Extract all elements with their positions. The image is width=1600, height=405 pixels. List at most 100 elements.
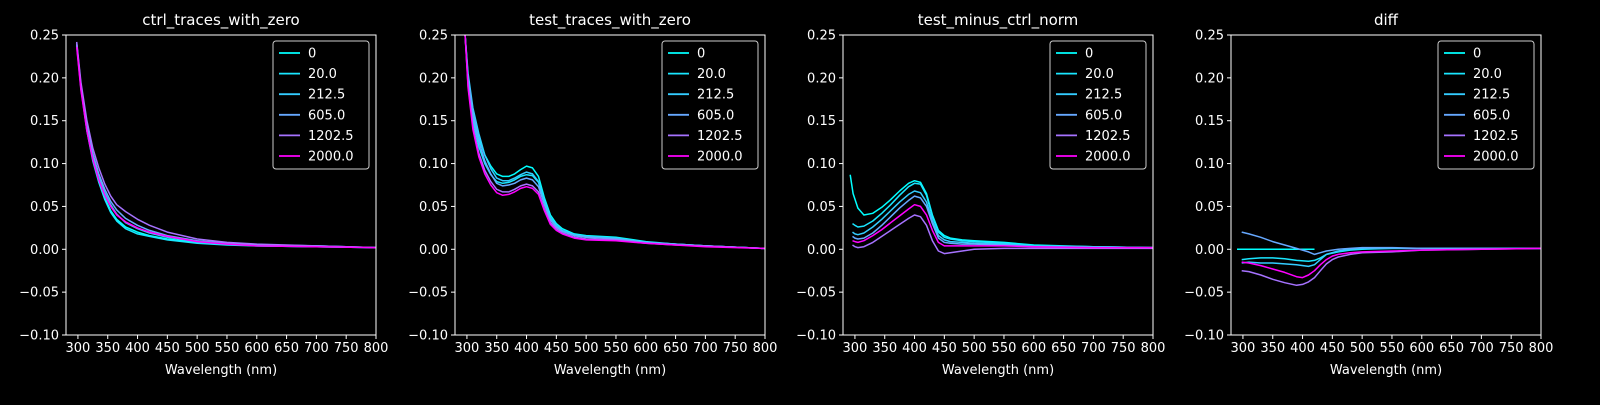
x-tick-label: 650 [1439,341,1464,356]
legend-label: 0 [1473,47,1481,62]
x-tick-label: 450 [1320,341,1345,356]
y-tick-label: 0.20 [807,71,836,86]
x-tick-label: 600 [633,341,658,356]
legend-label: 605.0 [1473,108,1510,123]
axes-frame [65,34,377,336]
x-tick-label: 800 [753,341,778,356]
x-tick-label: 650 [663,341,688,356]
x-tick-label: 800 [1141,341,1166,356]
y-tick-label: 0.20 [419,71,448,86]
x-tick-label: 700 [304,341,329,356]
series-line-2 [852,190,1153,249]
legend-label: 1202.5 [697,129,743,144]
series-line-5 [75,46,376,249]
chart-title: test_minus_ctrl_norm [918,11,1079,30]
y-tick-label: 0.25 [807,29,836,44]
series-line-5 [464,35,765,250]
x-tick-label: 550 [215,341,240,356]
x-tick-label: 600 [1021,341,1046,356]
x-tick-label: 750 [1111,341,1136,356]
axes-frame [454,34,766,336]
chart-title: diff [1374,11,1399,29]
legend-label: 605.0 [1085,108,1122,123]
series-line-3 [852,195,1153,249]
x-tick-label: 500 [185,341,210,356]
series-line-0 [849,174,1153,249]
y-tick-label: 0.15 [30,114,59,129]
x-tick-label: 800 [1529,341,1554,356]
series-line-2 [464,35,765,250]
x-axis-label: Wavelength (nm) [1330,363,1442,378]
x-axis-label: Wavelength (nm) [165,363,277,378]
y-tick-label: −0.05 [1184,286,1224,301]
y-tick-label: 0.00 [1195,243,1224,258]
x-tick-label: 400 [1290,341,1315,356]
series-line-4 [1241,247,1541,287]
y-tick-label: −0.10 [19,329,59,344]
series-line-3 [1241,231,1541,256]
y-tick-label: 0.05 [30,200,59,215]
series-line-4 [464,35,765,250]
x-tick-label: 500 [574,341,599,356]
legend-label: 212.5 [1085,88,1122,103]
legend-label: 1202.5 [308,129,354,144]
chart-title: ctrl_traces_with_zero [142,11,299,30]
legend: 0 20.0 212.5 605.0 1202.5 2000.0 [1437,40,1535,170]
y-tick-label: 0.10 [419,157,448,172]
y-tick-label: 0.10 [1195,157,1224,172]
series-line-5 [852,203,1153,249]
series-line-4 [75,41,376,249]
x-tick-label: 800 [364,341,389,356]
x-tick-label: 300 [455,341,480,356]
legend: 0 20.0 212.5 605.0 1202.5 2000.0 [272,40,370,170]
x-tick-label: 400 [125,341,150,356]
y-tick-label: 0.05 [1195,200,1224,215]
legend-label: 0 [697,47,705,62]
x-tick-label: 600 [244,341,269,356]
series-line-3 [75,43,376,249]
legend-label: 2000.0 [308,150,354,165]
y-tick-label: −0.05 [796,286,836,301]
series-line-1 [852,182,1153,249]
axes-frame [1230,34,1542,336]
x-tick-label: 650 [1051,341,1076,356]
y-tick-label: −0.10 [408,329,448,344]
y-tick-label: 0.20 [30,71,59,86]
y-tick-label: 0.05 [807,200,836,215]
y-tick-label: 0.15 [807,114,836,129]
panel-2: 300 350 400 450 500 550 600 650 700 750 800 −0.10 −0… [408,11,777,378]
y-tick-label: 0.25 [30,29,59,44]
x-tick-label: 700 [1469,341,1494,356]
x-tick-label: 400 [514,341,539,356]
y-tick-label: 0.25 [419,29,448,44]
y-tick-label: −0.05 [408,286,448,301]
y-tick-label: 0.25 [1195,29,1224,44]
panel-3: 300 350 400 450 500 550 600 650 700 750 800 −0.10 −0… [796,11,1165,378]
series-line-5 [1241,247,1541,279]
legend-label: 2000.0 [697,150,743,165]
y-tick-label: 0.10 [807,157,836,172]
y-tick-label: 0.05 [419,200,448,215]
x-tick-label: 400 [902,341,927,356]
legend-label: 20.0 [697,67,726,82]
x-tick-label: 500 [1350,341,1375,356]
axes-frame [842,34,1154,336]
x-tick-label: 500 [962,341,987,356]
legend-label: 1202.5 [1473,129,1519,144]
x-tick-label: 450 [932,341,957,356]
legend-label: 20.0 [1085,67,1114,82]
x-tick-label: 300 [843,341,868,356]
legend-label: 212.5 [697,88,734,103]
legend: 0 20.0 212.5 605.0 1202.5 2000.0 [661,40,759,170]
x-tick-label: 350 [95,341,120,356]
x-tick-label: 700 [693,341,718,356]
y-tick-label: 0.15 [1195,114,1224,129]
chart-title: test_traces_with_zero [529,11,691,30]
y-tick-label: 0.00 [807,243,836,258]
x-tick-label: 700 [1081,341,1106,356]
x-tick-label: 350 [872,341,897,356]
legend-label: 605.0 [308,108,345,123]
x-tick-label: 450 [155,341,180,356]
